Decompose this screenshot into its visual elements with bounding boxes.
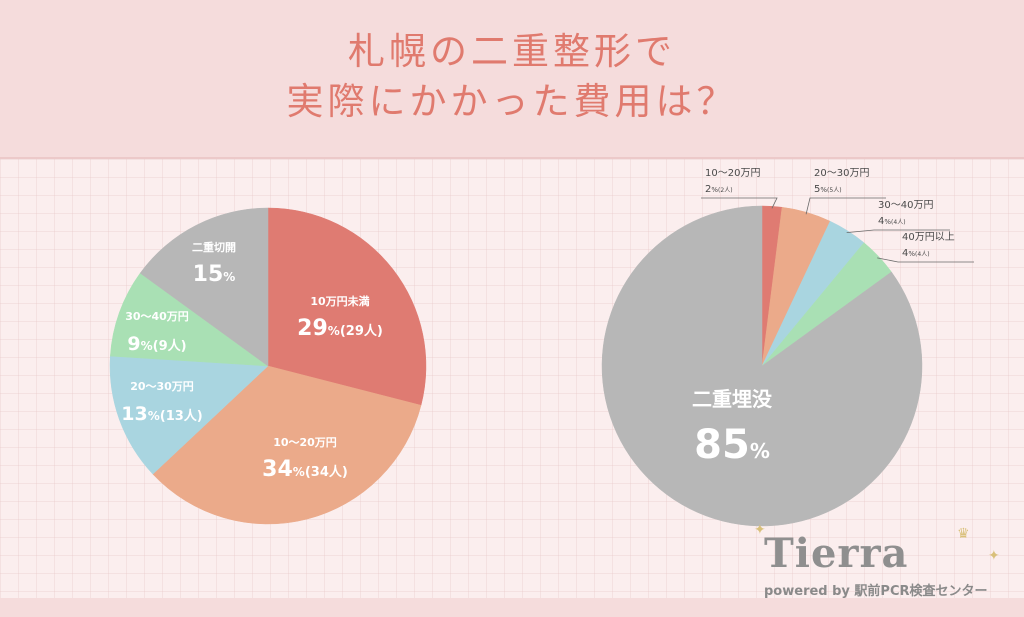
title-banner: 札幌の二重整形で 実際にかかった費用は？ <box>0 0 1024 159</box>
bottom-strip <box>0 598 1024 617</box>
pie1-value-4: 15% <box>193 262 236 287</box>
pie2-label-1: 20〜30万円 <box>814 168 869 179</box>
pie2-value-3: 4%(4人) <box>902 248 930 259</box>
pie1-slice-3 <box>110 272 269 367</box>
pie1-slice-0 <box>267 207 427 406</box>
pie1-label-4: 二重切開 <box>192 240 236 254</box>
pie2-leader-line-0 <box>701 197 778 209</box>
pie2-slice-4 <box>601 205 923 527</box>
pie2-value-2: 4%(4人) <box>878 216 906 227</box>
pie1-slice-1 <box>152 365 422 525</box>
title-line-1: 札幌の二重整形で <box>348 30 676 73</box>
pie1-value-2: 13%(13人) <box>121 403 202 425</box>
pie1-slice-4 <box>139 207 269 367</box>
tierra-logo: ✦ ✦ ♛ Tierra powered by 駅前PCR検査センター <box>752 520 1012 610</box>
pie2-label-4: 二重埋没 <box>692 387 773 411</box>
pie2-leader-line-1 <box>805 197 886 215</box>
pie2-leader-line-2 <box>846 229 950 233</box>
pie1-label-0: 10万円未満 <box>310 294 369 308</box>
pie2-value-0: 2%(2人) <box>705 184 733 195</box>
pie2-label-0: 10〜20万円 <box>705 168 760 179</box>
pie1-slice-2 <box>109 355 269 475</box>
pie2-value-4: 85% <box>694 422 770 468</box>
pie2-label-2: 30〜40万円 <box>878 200 933 211</box>
pie1-value-3: 9%(9人) <box>127 333 186 355</box>
sparkle-icon: ✦ <box>754 522 766 538</box>
page-title: 札幌の二重整形で 実際にかかった費用は？ <box>0 27 1024 127</box>
pie1-label-1: 10〜20万円 <box>273 436 337 449</box>
pie2-label-3: 40万円以上 <box>902 231 955 243</box>
pie1-value-1: 34%(34人) <box>262 457 348 482</box>
logo-name: Tierra <box>764 530 909 577</box>
crown-icon: ♛ <box>957 526 970 542</box>
pie1-label-3: 30〜40万円 <box>125 310 189 323</box>
pie1-value-0: 29%(29人) <box>297 316 383 341</box>
pie2-leader-line-3 <box>877 257 974 263</box>
pie2-value-1: 5%(5人) <box>814 184 842 195</box>
title-line-2: 実際にかかった費用は？ <box>286 80 738 123</box>
logo-tagline: powered by 駅前PCR検査センター <box>764 584 988 599</box>
pie1-label-2: 20〜30万円 <box>130 380 194 393</box>
sparkle-icon: ✦ <box>988 548 1000 564</box>
